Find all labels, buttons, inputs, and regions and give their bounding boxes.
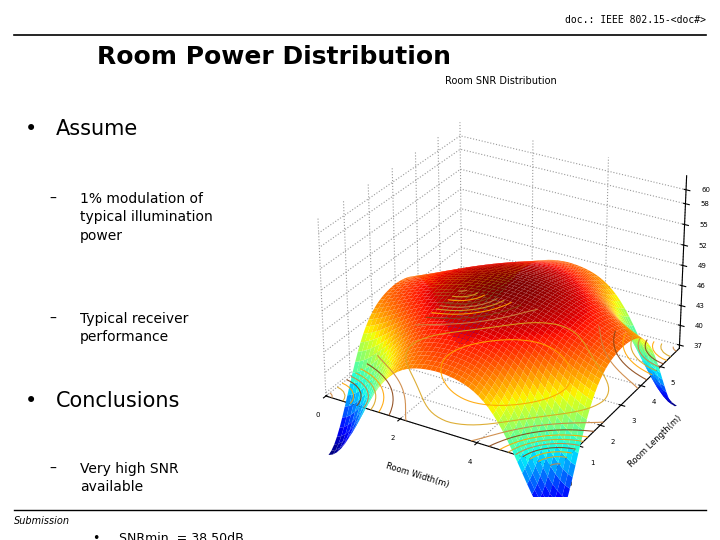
Text: –: – bbox=[50, 192, 56, 206]
Text: –: – bbox=[50, 462, 56, 476]
Text: •: • bbox=[25, 119, 37, 139]
Text: –: – bbox=[50, 312, 56, 326]
Text: Room Power Distribution: Room Power Distribution bbox=[96, 45, 451, 69]
Text: Typical receiver
performance: Typical receiver performance bbox=[80, 312, 188, 345]
Text: Submission: Submission bbox=[14, 516, 71, 526]
Text: 1% modulation of
typical illumination
power: 1% modulation of typical illumination po… bbox=[80, 192, 212, 242]
Text: •: • bbox=[92, 532, 99, 540]
Text: Assume: Assume bbox=[55, 119, 138, 139]
X-axis label: Room Width(m): Room Width(m) bbox=[384, 461, 450, 489]
Text: Conclusions: Conclusions bbox=[55, 392, 180, 411]
Text: doc.: IEEE 802.15-<doc#>: doc.: IEEE 802.15-<doc#> bbox=[564, 15, 706, 25]
Text: Very high SNR
available: Very high SNR available bbox=[80, 462, 179, 494]
Text: •: • bbox=[25, 392, 37, 411]
Text: SNRmin  = 38.50dB: SNRmin = 38.50dB bbox=[119, 532, 244, 540]
Y-axis label: Room Length(m): Room Length(m) bbox=[627, 413, 684, 469]
Title: Room SNR Distribution: Room SNR Distribution bbox=[444, 76, 557, 86]
